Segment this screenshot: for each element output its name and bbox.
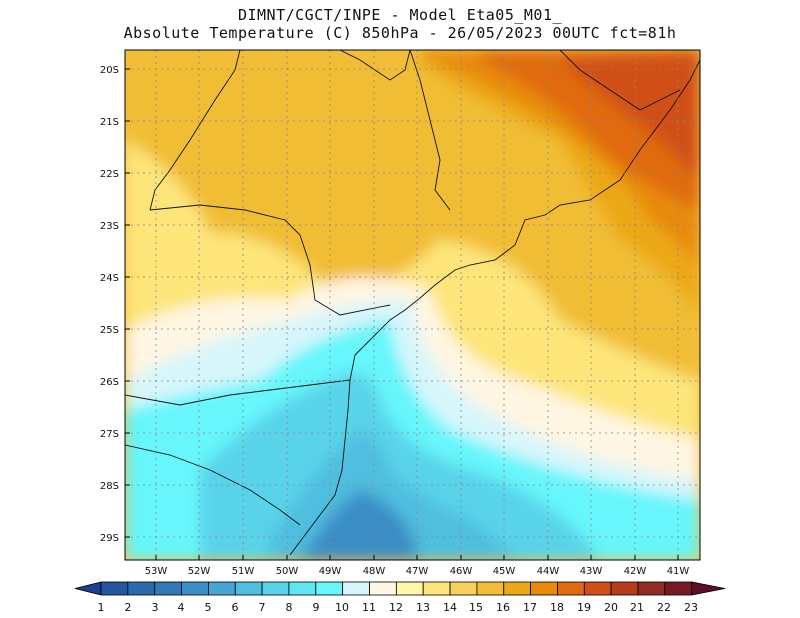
colorbar-segment [369,581,397,596]
colorbar-labels: 1 2 3 4 5 6 7 8 9 10 11 12 13 14 15 16 1… [98,601,699,614]
colorbar-label: 19 [577,601,591,614]
colorbar-segment [449,581,478,596]
colorbar-label: 4 [178,601,185,614]
colorbar-segment [664,581,693,596]
colorbar-segment [476,581,505,596]
colorbar-segment [261,581,290,596]
lon-label: 46W [450,566,473,577]
colorbar-segment [154,581,182,596]
lat-label: 26S [100,377,119,388]
colorbar-label: 23 [684,601,698,614]
state-border-1 [149,50,241,211]
state-border-2 [149,204,391,316]
lon-label: 47W [406,566,429,577]
state-border-7 [339,50,411,81]
lon-label: 51W [232,566,255,577]
lon-label: 43W [580,566,603,577]
colorbar-label: 21 [630,601,644,614]
chart-title-line-2: Absolute Temperature (C) 850hPa - 26/05/… [123,24,677,42]
colorbar-segment [583,581,612,596]
colorbar-label: 6 [232,601,239,614]
chart-title-line-1: DIMNT/CGCT/INPE - Model Eta05_M01_ [237,6,563,24]
colorbar-label: 7 [259,601,266,614]
colorbar-label: 12 [389,601,403,614]
state-border-3 [125,379,351,406]
colorbar-label: 2 [125,601,132,614]
colorbar-segment [234,581,263,596]
graticule [125,50,700,560]
lon-label: 45W [493,566,516,577]
temperature-field [125,50,700,560]
colorbar-segment [637,581,666,596]
state-border-5 [409,50,451,211]
colorbar-label: 15 [469,601,483,614]
colorbar-label: 9 [313,601,320,614]
colorbar-segment [422,581,451,596]
colorbar-label: 13 [416,601,430,614]
colorbar-segment [315,581,344,596]
lon-label: 49W [319,566,342,577]
lat-ticks [125,68,130,538]
lon-labels: 53W 52W 51W 50W 49W 48W 47W 46W 45W 44W … [145,566,690,577]
lon-label: 53W [145,566,168,577]
lon-ticks [155,555,679,560]
state-border-6 [559,50,681,111]
lat-label: 24S [100,273,119,284]
coastlines-borders [125,50,700,556]
plot-frame [124,49,701,561]
coastline [289,59,700,556]
colorbar-segment [127,581,156,596]
colorbar-label: 1 [98,601,105,614]
lat-label: 21S [100,117,119,128]
colorbar-label: 11 [362,601,376,614]
colorbar-segment [395,581,424,596]
colorbar-segment [181,581,209,596]
lat-label: 29S [100,533,119,544]
state-border-4 [125,444,301,526]
colorbar-segment [530,581,558,596]
lat-labels: 20S 21S 22S 23S 24S 25S 26S 27S 28S 29S [100,65,119,544]
colorbar-segment [100,581,129,596]
lon-label: 42W [624,566,647,577]
colorbar-segment [288,581,317,596]
colorbar-label: 18 [550,601,564,614]
colorbar-label: 8 [286,601,293,614]
colorbar-segment [207,581,236,596]
colorbar [74,581,726,596]
lon-label: 41W [667,566,690,577]
colorbar-label: 14 [443,601,457,614]
colorbar-label: 17 [523,601,537,614]
lat-label: 23S [100,221,119,232]
colorbar-segment [557,581,585,596]
colorbar-label: 10 [335,601,349,614]
lat-label: 22S [100,169,119,180]
lon-label: 50W [276,566,299,577]
colorbar-segment [342,581,370,596]
colorbar-label: 20 [604,601,618,614]
lon-label: 48W [363,566,386,577]
lat-label: 25S [100,325,119,336]
colorbar-label: 22 [657,601,671,614]
colorbar-label: 5 [205,601,212,614]
colorbar-label: 16 [496,601,510,614]
lon-label: 44W [537,566,560,577]
colorbar-arrow-right [691,581,726,596]
colorbar-segment [503,581,532,596]
colorbar-label: 3 [152,601,159,614]
lat-label: 28S [100,481,119,492]
colorbar-arrow-left [74,581,102,596]
lat-label: 27S [100,429,119,440]
colorbar-segment [610,581,639,596]
lon-label: 52W [188,566,211,577]
lat-label: 20S [100,65,119,76]
